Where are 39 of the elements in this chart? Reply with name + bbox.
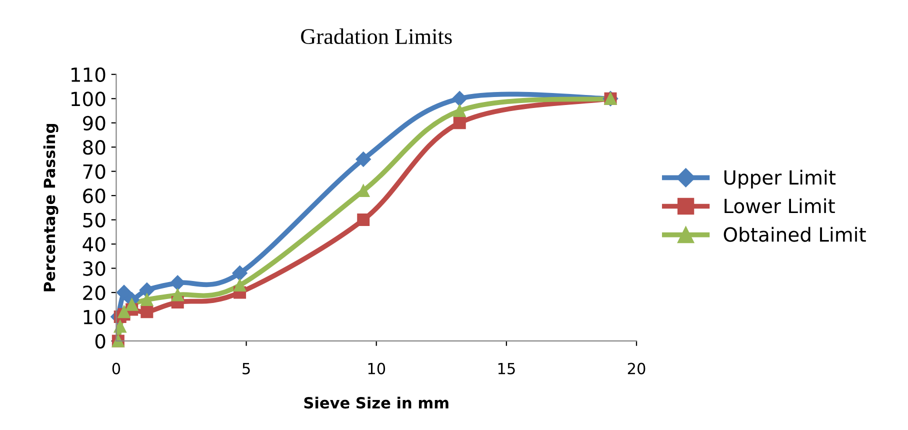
y-axis-title: Percentage Passing	[43, 124, 58, 292]
point	[118, 306, 130, 318]
x-axis-title: Sieve Size in mm	[304, 396, 448, 409]
point	[453, 104, 466, 117]
x-tick-label: 5	[242, 362, 250, 374]
point	[357, 214, 370, 226]
point	[170, 275, 186, 290]
y-tick-label: 80	[83, 140, 106, 155]
y-tick-label: 70	[83, 164, 106, 179]
x-tick-label: 20	[628, 362, 646, 374]
x-tick-label: 0	[112, 362, 120, 374]
legend-label: Upper Limit	[724, 170, 836, 189]
y-tick-label: 100	[72, 92, 106, 106]
legend-label: Lower Limit	[724, 198, 835, 214]
point	[140, 294, 154, 306]
point	[356, 152, 371, 167]
y-tick-label: 50	[83, 212, 106, 228]
point	[139, 282, 154, 298]
y-tick-label: 30	[83, 261, 106, 276]
x-tick-label: 10	[368, 362, 386, 374]
y-tick-label: 10	[84, 310, 106, 324]
point	[140, 306, 154, 318]
point	[114, 320, 126, 333]
y-tick-label: 110	[72, 67, 106, 82]
y-tick-label: 90	[82, 116, 106, 131]
point	[171, 288, 184, 302]
chart-title: Gradation Limits	[301, 28, 452, 44]
y-tick-label: 0	[95, 334, 106, 349]
y-tick-label: 60	[83, 188, 106, 204]
point	[452, 91, 468, 106]
legend-label: Obtained Limit	[724, 226, 866, 242]
y-tick-label: 40	[82, 237, 106, 252]
point	[232, 266, 248, 281]
x-tick-label: 15	[498, 362, 515, 374]
point	[234, 278, 246, 292]
y-tick-label: 20	[83, 285, 106, 300]
point	[453, 116, 466, 130]
point	[126, 298, 138, 311]
point	[116, 284, 132, 300]
